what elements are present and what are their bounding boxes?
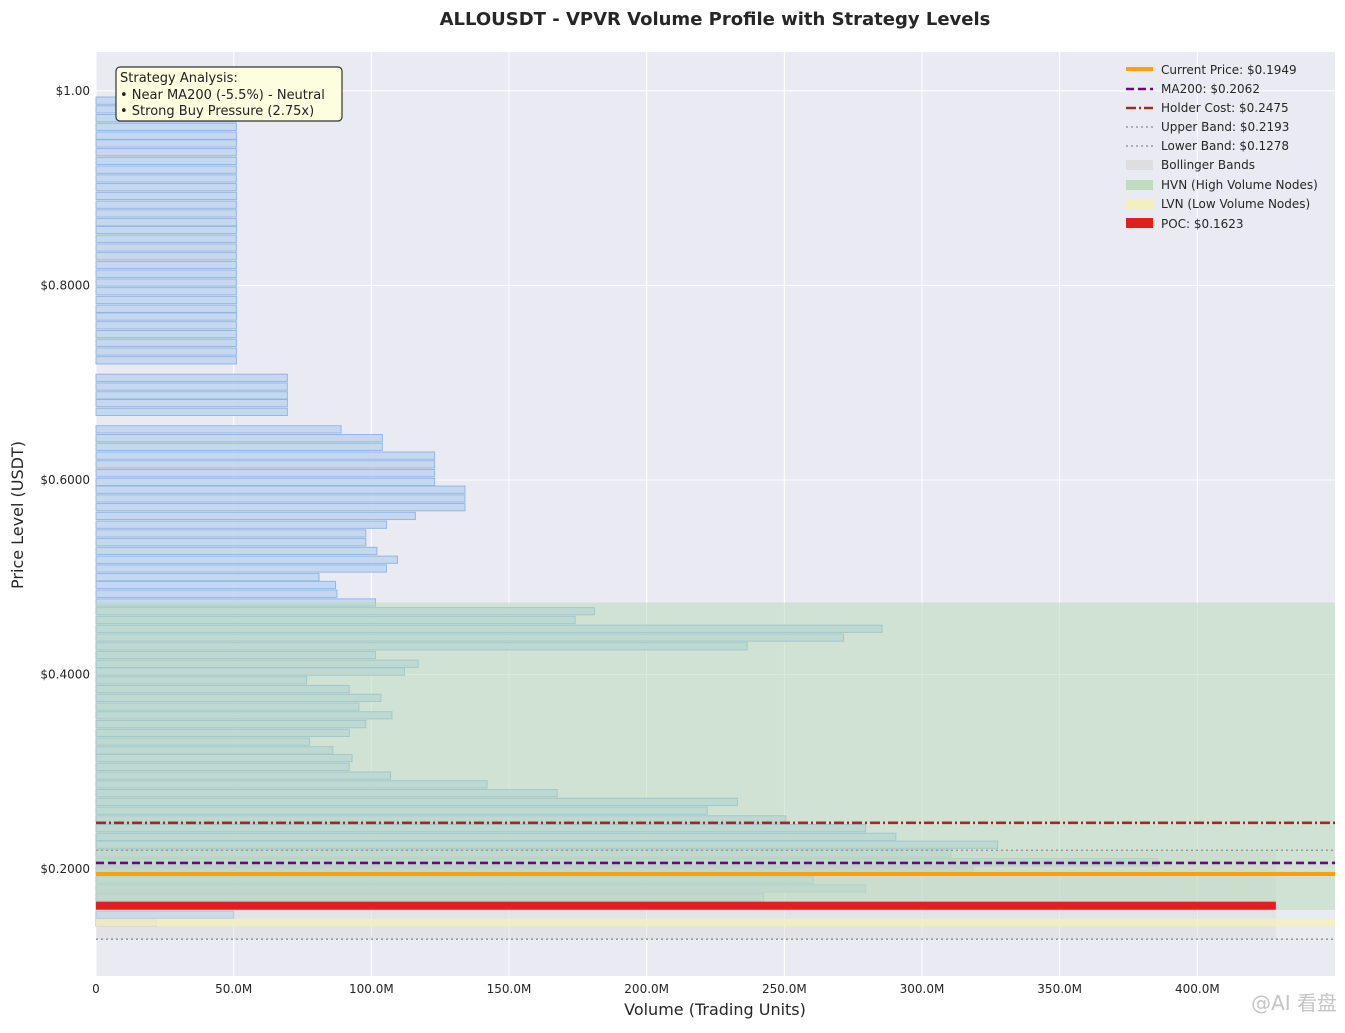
volume-bar [95,234,237,243]
volume-bar [95,312,237,321]
y-axis-label: Price Level (USDT) [8,441,27,589]
volume-bar [95,477,436,487]
volume-bar [95,269,237,278]
volume-bar [95,442,383,452]
volume-bar [95,287,237,296]
lvn-zone [96,918,1335,927]
volume-bar [95,373,288,382]
volume-bar [95,494,466,503]
volume-bar [95,564,387,573]
volume-bar [95,391,288,400]
volume-bar [95,425,342,434]
legend-label: Lower Band: $0.1278 [1161,139,1289,153]
volume-bar [95,139,237,148]
volume-bar [95,356,237,365]
legend-swatch-poc [1126,218,1153,228]
chart-title: ALLOUSDT - VPVR Volume Profile with Stra… [440,9,991,30]
volume-bar [95,451,436,460]
legend-swatch-lvn [1126,199,1153,209]
volume-bar [95,209,237,218]
x-tick-label: 100.0M [349,982,394,996]
volume-bar [95,398,288,408]
legend-label: Upper Band: $0.2193 [1161,120,1289,134]
volume-bar [95,538,367,547]
volume-bar [95,520,387,529]
volume-bar [95,260,237,270]
volume-bar [95,460,436,469]
y-tick-label: $0.6000 [40,473,90,487]
x-axis-label: Volume (Trading Units) [624,1000,806,1019]
annotation-line: Strategy Analysis: [120,71,238,86]
x-tick-label: 300.0M [900,982,945,996]
volume-bar [95,304,237,313]
x-tick-label: 150.0M [487,982,532,996]
volume-bar [95,511,416,521]
annotation-line: • Near MA200 (-5.5%) - Neutral [120,88,325,103]
volume-bar [95,183,237,192]
annotation-line: • Strong Buy Pressure (2.75x) [120,104,314,119]
volume-bar [95,555,398,564]
volume-bar [95,200,237,209]
volume-bar [95,278,237,287]
chart-legend: Current Price: $0.1949 MA200: $0.2062 Ho… [1126,63,1318,231]
volume-bar [95,407,288,417]
x-tick-label: 400.0M [1175,982,1220,996]
y-tick-label: $1.00 [56,84,90,98]
legend-label: Holder Cost: $0.2475 [1161,101,1289,115]
legend-swatch-bollinger [1126,160,1153,170]
legend-label: Current Price: $0.1949 [1161,63,1297,77]
x-tick-label: 200.0M [624,982,669,996]
volume-bar [95,910,235,919]
hvn-zone [96,602,1335,910]
volume-bar [95,174,237,183]
volume-bar [95,131,237,140]
volume-bar [95,191,237,201]
volume-bar [95,573,320,582]
x-tick-label: 0 [92,982,100,996]
y-tick-label: $0.8000 [40,278,90,292]
volume-bar [95,382,288,391]
volume-bar [95,503,466,512]
watermark: @AI 看盘 [1251,991,1337,1015]
volume-bar [95,589,338,598]
volume-bar [95,338,237,347]
x-tick-label: 50.0M [215,982,252,996]
volume-bar [95,347,237,356]
volume-bar [95,434,383,443]
volume-bar [95,295,237,305]
volume-bar [95,218,237,227]
volume-bar [95,546,378,556]
x-tick-label: 350.0M [1037,982,1082,996]
strategy-annotation: Strategy Analysis: • Near MA200 (-5.5%) … [115,66,343,122]
y-tick-label: $0.2000 [40,862,90,876]
volume-bar [95,148,237,157]
volume-bar [95,165,237,174]
volume-bar [95,225,237,235]
volume-bar [95,329,237,339]
volume-bar [95,243,237,252]
volume-bar [95,156,237,166]
legend-swatch-hvn [1126,180,1153,190]
legend-label: LVN (Low Volume Nodes) [1161,197,1310,211]
poc-bar [96,901,1276,910]
volume-bar [95,252,237,261]
legend-label: Bollinger Bands [1161,158,1255,172]
legend-label: HVN (High Volume Nodes) [1161,178,1318,192]
volume-bar [95,122,237,132]
y-tick-label: $0.4000 [40,667,90,681]
volume-bar [95,469,436,478]
legend-label: MA200: $0.2062 [1161,82,1260,96]
volume-bar [95,321,237,330]
x-tick-label: 250.0M [762,982,807,996]
annotation-background [115,66,343,122]
volume-bar [95,529,367,538]
volume-bar [95,580,337,590]
volume-bar [95,485,466,494]
legend-label: POC: $0.1623 [1161,217,1244,231]
